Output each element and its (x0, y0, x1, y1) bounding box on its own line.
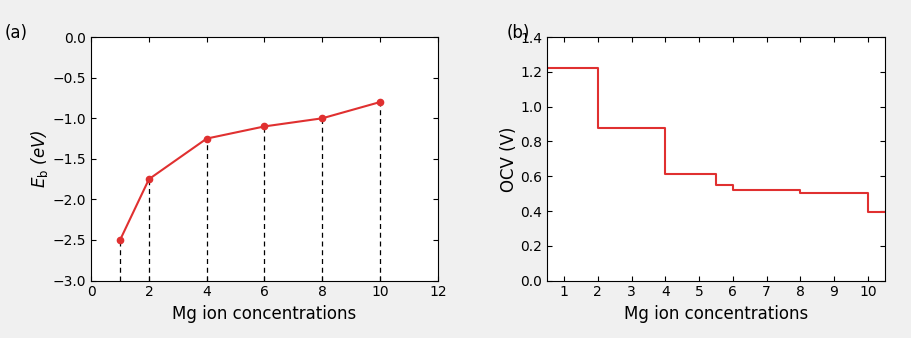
Text: (a): (a) (5, 24, 27, 42)
X-axis label: Mg ion concentrations: Mg ion concentrations (623, 305, 807, 323)
Y-axis label: $E_{\mathrm{b}}$ (eV): $E_{\mathrm{b}}$ (eV) (29, 129, 50, 188)
X-axis label: Mg ion concentrations: Mg ion concentrations (172, 305, 356, 323)
Text: (b): (b) (506, 24, 529, 42)
Y-axis label: OCV (V): OCV (V) (499, 126, 517, 192)
